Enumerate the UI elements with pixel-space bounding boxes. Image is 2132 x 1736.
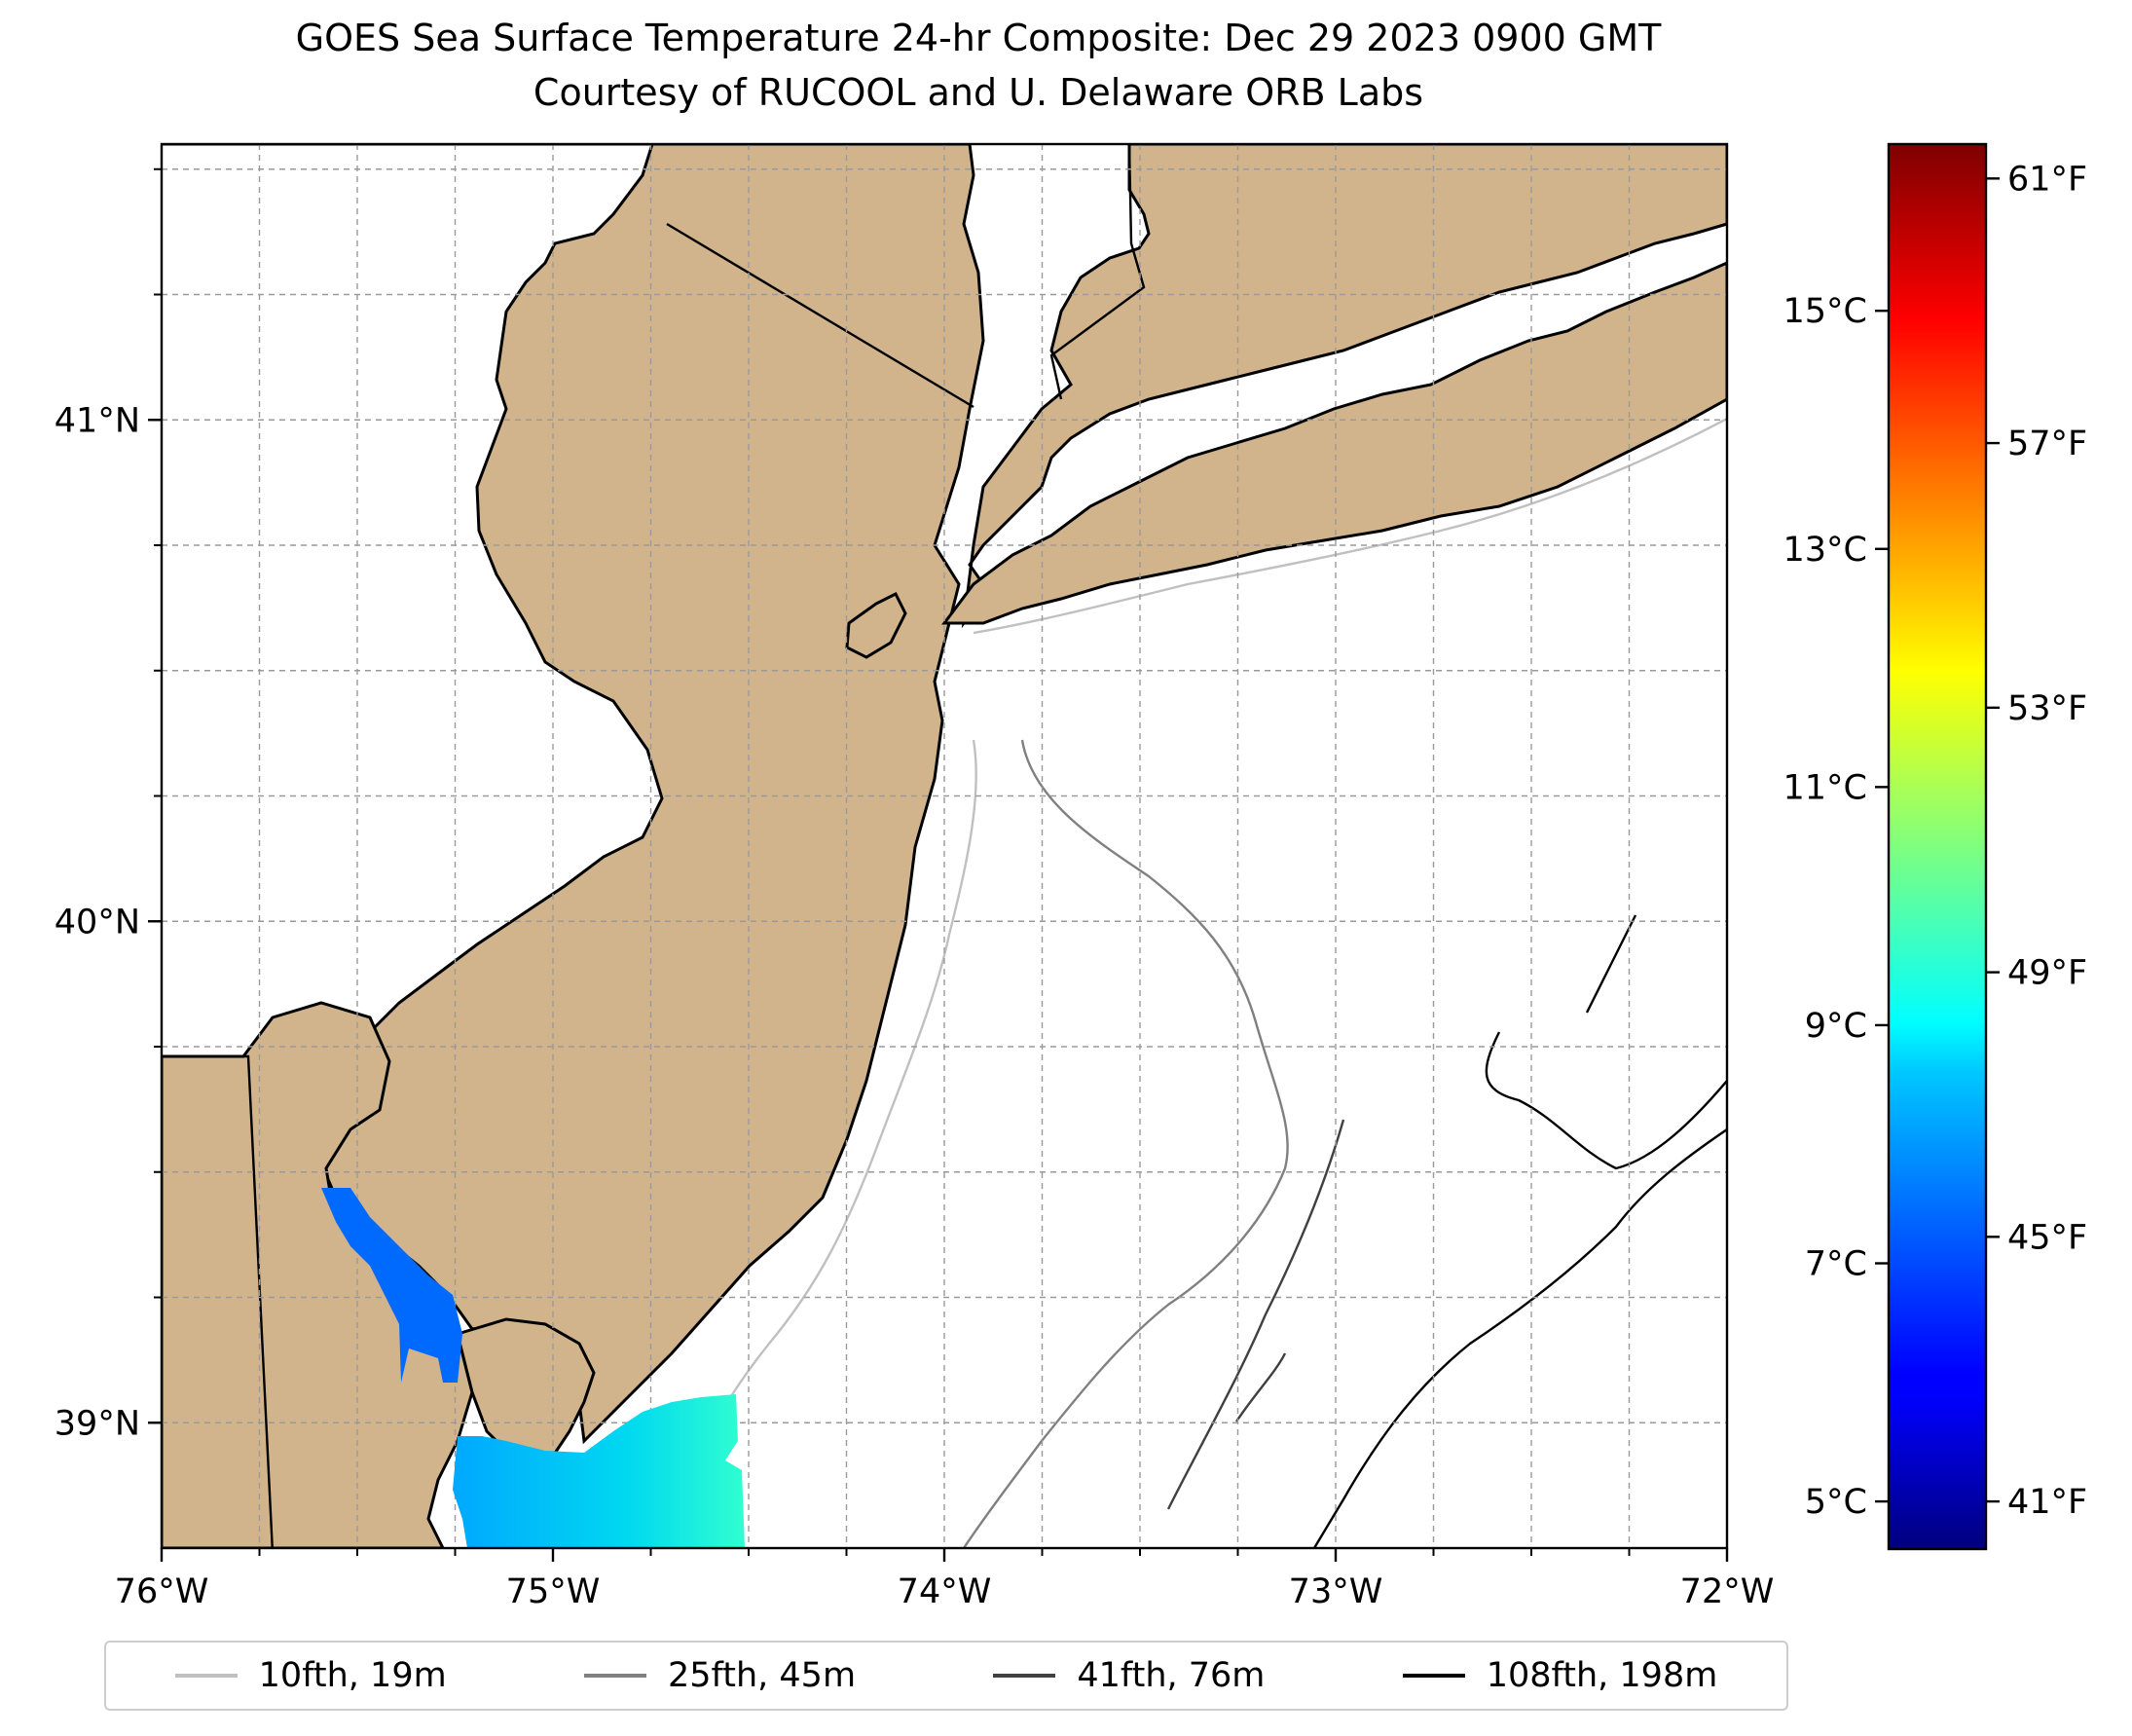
colorbar-fahrenheit-axis: 41°F 45°F 49°F 53°F 57°F 61°F xyxy=(1986,160,2087,1522)
legend-item-41fth: 41fth, 76m xyxy=(993,1656,1265,1695)
legend-label-108fth: 108fth, 198m xyxy=(1486,1656,1718,1695)
contour-10fth xyxy=(670,417,1727,1548)
colorbar-gradient xyxy=(1887,142,1988,1551)
sst-data-layer xyxy=(321,1188,745,1548)
bathymetry-legend: 10fth, 19m 25fth, 45m 41fth, 76m 108fth,… xyxy=(104,1641,1788,1711)
legend-label-10fth: 10fth, 19m xyxy=(258,1656,447,1695)
sst-patch-cape-may-shelf xyxy=(453,1394,745,1548)
colorbar-celsius-label: 9°C xyxy=(1805,1007,1867,1046)
border-ny-ct xyxy=(1049,144,1146,400)
x-tick-label: 76°W xyxy=(115,1572,209,1611)
sst-patch-delaware-bay xyxy=(321,1188,462,1383)
x-tick-label: 73°W xyxy=(1289,1572,1383,1611)
colorbar-celsius-label: 11°C xyxy=(1783,768,1867,807)
contour-41fth xyxy=(1166,1119,1345,1510)
legend-line-108fth xyxy=(1402,1674,1465,1678)
y-tick-label: 40°N xyxy=(55,903,140,942)
legend-item-25fth: 25fth, 45m xyxy=(584,1656,856,1695)
state-borders xyxy=(162,144,1146,1548)
legend-label-41fth: 41fth, 76m xyxy=(1077,1656,1266,1695)
x-tick-label: 72°W xyxy=(1680,1572,1775,1611)
y-axis: 39°N 40°N 41°N xyxy=(55,167,162,1443)
x-axis: 76°W 75°W 74°W 73°W 72°W xyxy=(115,1548,1775,1611)
x-tick-label: 75°W xyxy=(506,1572,601,1611)
title-line-2: Courtesy of RUCOOL and U. Delaware ORB L… xyxy=(533,71,1423,114)
y-tick-label: 41°N xyxy=(55,401,140,440)
colorbar-fahrenheit-label: 45°F xyxy=(2007,1218,2087,1257)
bathymetry-contours xyxy=(670,417,1727,1548)
legend-label-25fth: 25fth, 45m xyxy=(668,1656,857,1695)
legend-item-10fth: 10fth, 19m xyxy=(174,1656,447,1695)
x-tick-label: 74°W xyxy=(898,1572,992,1611)
legend-line-10fth xyxy=(174,1674,238,1678)
legend-item-108fth: 108fth, 198m xyxy=(1402,1656,1718,1695)
y-tick-label: 39°N xyxy=(55,1404,140,1443)
colorbar: 5°C 7°C 9°C 11°C 13°C 15°C 41°F 45°F 49°F 53°F 57… xyxy=(1783,142,2087,1551)
colorbar-fahrenheit-label: 41°F xyxy=(2007,1483,2087,1522)
map-panel xyxy=(162,144,1727,1548)
colorbar-fahrenheit-label: 57°F xyxy=(2007,425,2087,463)
contour-25fth xyxy=(963,739,1289,1548)
colorbar-celsius-label: 13°C xyxy=(1783,531,1867,570)
colorbar-celsius-label: 7°C xyxy=(1805,1245,1867,1284)
border-de-pa xyxy=(162,1054,274,1548)
legend-line-41fth xyxy=(993,1674,1056,1678)
colorbar-fahrenheit-label: 49°F xyxy=(2007,954,2087,993)
colorbar-fahrenheit-label: 61°F xyxy=(2007,160,2087,199)
colorbar-celsius-axis: 5°C 7°C 9°C 11°C 13°C 15°C xyxy=(1783,292,1889,1522)
border-ny-nj xyxy=(666,222,974,409)
colorbar-fahrenheit-label: 53°F xyxy=(2007,689,2087,728)
land-staten-island xyxy=(845,591,907,659)
legend-line-25fth xyxy=(584,1674,647,1678)
colorbar-celsius-label: 5°C xyxy=(1805,1483,1867,1522)
colorbar-celsius-label: 15°C xyxy=(1783,292,1867,331)
title-line-1: GOES Sea Surface Temperature 24-hr Compo… xyxy=(296,17,1662,59)
land-cape-may-peninsula xyxy=(456,1317,596,1462)
